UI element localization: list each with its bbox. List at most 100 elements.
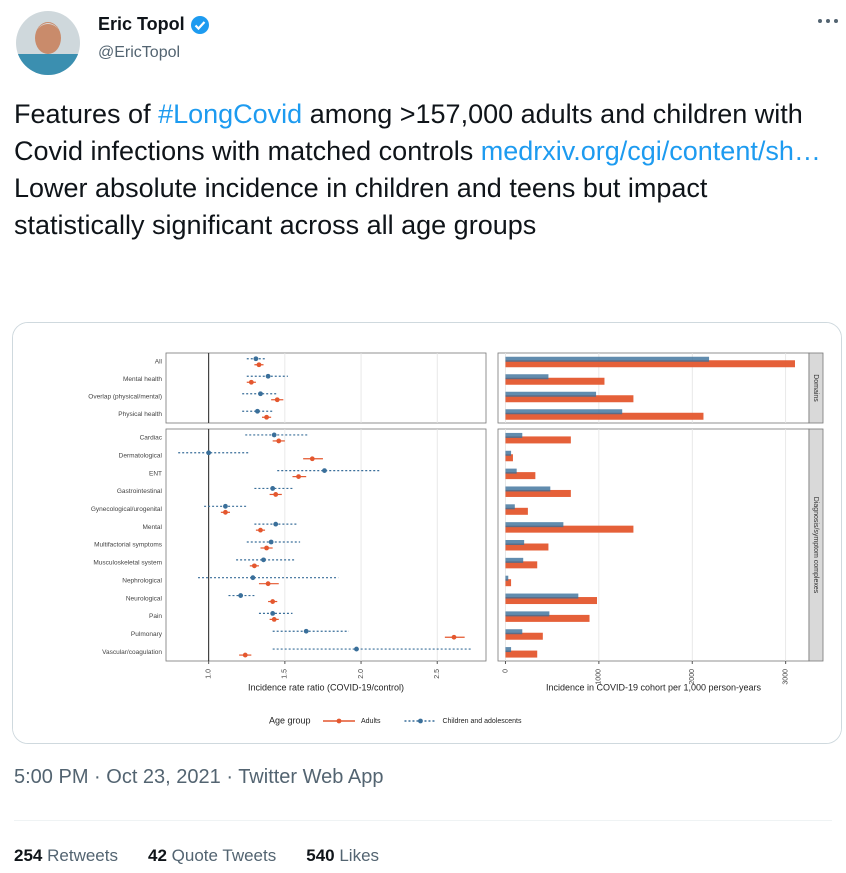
bar xyxy=(505,540,525,545)
category-label: Multifactorial symptoms xyxy=(94,542,163,549)
bar xyxy=(505,575,509,581)
point-estimate xyxy=(271,616,277,622)
category-label: All xyxy=(155,358,163,365)
point-estimate xyxy=(322,468,327,474)
stat[interactable]: 540 Likes xyxy=(306,846,379,866)
point-estimate xyxy=(270,599,276,604)
author-handle[interactable]: @EricTopol xyxy=(98,44,181,61)
bar xyxy=(505,436,571,444)
link[interactable]: #LongCovid xyxy=(158,99,303,129)
bar xyxy=(505,450,512,456)
bar xyxy=(505,632,543,640)
engagement-stats: 254 Retweets 42 Quote Tweets 540 Likes xyxy=(14,846,379,866)
point-estimate xyxy=(253,356,259,362)
category-label: Vascular/coagulation xyxy=(102,649,162,656)
bar xyxy=(505,486,551,492)
point-estimate xyxy=(270,486,276,491)
stat[interactable]: 42 Quote Tweets xyxy=(148,846,276,866)
author[interactable]: Eric Topol xyxy=(98,14,210,35)
facet-strip xyxy=(808,428,824,662)
bar xyxy=(505,377,605,385)
point-estimate xyxy=(271,432,277,438)
bar xyxy=(505,543,549,551)
category-label: Nephrological xyxy=(122,577,162,584)
timestamp[interactable]: 5:00 PM · Oct 23, 2021 · Twitter Web App xyxy=(14,766,384,788)
point-estimate xyxy=(309,456,315,462)
bar xyxy=(505,395,634,403)
bar xyxy=(505,504,515,510)
bar xyxy=(505,489,571,497)
bar xyxy=(505,647,512,653)
point-estimate xyxy=(256,362,262,368)
legend-swatch-point xyxy=(418,718,423,724)
bar xyxy=(505,629,523,635)
link[interactable]: medrxiv.org/cgi/content/sh… xyxy=(480,136,821,166)
point-estimate xyxy=(451,634,457,640)
author-name[interactable]: Eric Topol xyxy=(98,14,185,34)
point-estimate xyxy=(270,610,276,616)
point-estimate xyxy=(251,563,257,569)
point-estimate xyxy=(261,557,266,563)
stat-label: Retweets xyxy=(47,846,118,865)
point-estimate xyxy=(265,581,271,587)
point-estimate xyxy=(276,438,282,444)
category-label: Pain xyxy=(149,613,162,620)
point-estimate xyxy=(238,593,244,598)
verified-badge xyxy=(190,15,209,34)
panel xyxy=(165,428,487,662)
x-axis-label: Incidence in COVID-19 cohort per 1,000 p… xyxy=(546,682,762,692)
bar xyxy=(505,454,513,462)
point-estimate xyxy=(223,503,228,509)
panel xyxy=(497,428,810,662)
bar xyxy=(505,561,538,569)
facet-strip xyxy=(808,352,824,424)
bar xyxy=(505,360,795,368)
bar xyxy=(505,468,517,474)
bar xyxy=(505,409,623,415)
bar xyxy=(505,611,550,617)
x-tick-label: 2.5 xyxy=(434,669,441,679)
stat-count: 254 xyxy=(14,846,43,865)
x-tick-label: 2.0 xyxy=(358,669,365,679)
text-segment: Features of xyxy=(14,99,159,129)
x-tick-label: 1.0 xyxy=(206,669,213,679)
stat-label: Quote Tweets xyxy=(171,846,277,865)
avatar[interactable] xyxy=(15,10,81,76)
point-estimate xyxy=(264,414,269,420)
legend-title: Age group xyxy=(269,715,311,725)
bar xyxy=(505,432,523,438)
legend-label: Adults xyxy=(361,718,381,725)
x-axis-label: Incidence rate ratio (COVID-19/control) xyxy=(248,682,404,692)
bar xyxy=(505,472,536,480)
category-label: Physical health xyxy=(118,411,162,418)
category-label: Cardiac xyxy=(140,435,163,442)
facet-label: Diagnosis/symptom complexes xyxy=(812,497,819,594)
text-segment: among >157,000 adults and children with … xyxy=(14,99,803,166)
x-tick-label: 1.5 xyxy=(282,669,289,679)
point-estimate xyxy=(250,575,256,581)
more-menu[interactable] xyxy=(816,16,840,26)
bar xyxy=(505,391,597,397)
point-estimate xyxy=(296,474,301,480)
stat-count: 42 xyxy=(147,846,167,865)
x-tick-label: 3000 xyxy=(782,669,789,685)
x-tick-label: 1000 xyxy=(596,669,603,685)
media-card[interactable]: 1.0 1.5 2.0 2.5 Incidence rate ratio (COVID-… xyxy=(12,322,842,744)
text-segment: Lower absolute incidence in children and… xyxy=(14,173,708,240)
point-estimate xyxy=(273,521,279,527)
category-label: ENT xyxy=(149,470,162,477)
point-estimate xyxy=(206,450,212,456)
x-tick-label: 0 xyxy=(502,669,509,673)
tweet-text: Features of #LongCovid among >157,000 ad… xyxy=(14,96,844,244)
bar xyxy=(505,650,538,658)
point-estimate xyxy=(354,646,359,652)
category-label: Gastrointestinal xyxy=(117,488,163,495)
stat[interactable]: 254 Retweets xyxy=(14,846,118,866)
legend-label: Children and adolescents xyxy=(442,718,521,725)
bar xyxy=(505,557,524,563)
bar xyxy=(505,412,704,420)
category-label: Gynecological/urogenital xyxy=(91,506,163,513)
divider xyxy=(14,820,832,821)
point-estimate xyxy=(273,492,279,497)
